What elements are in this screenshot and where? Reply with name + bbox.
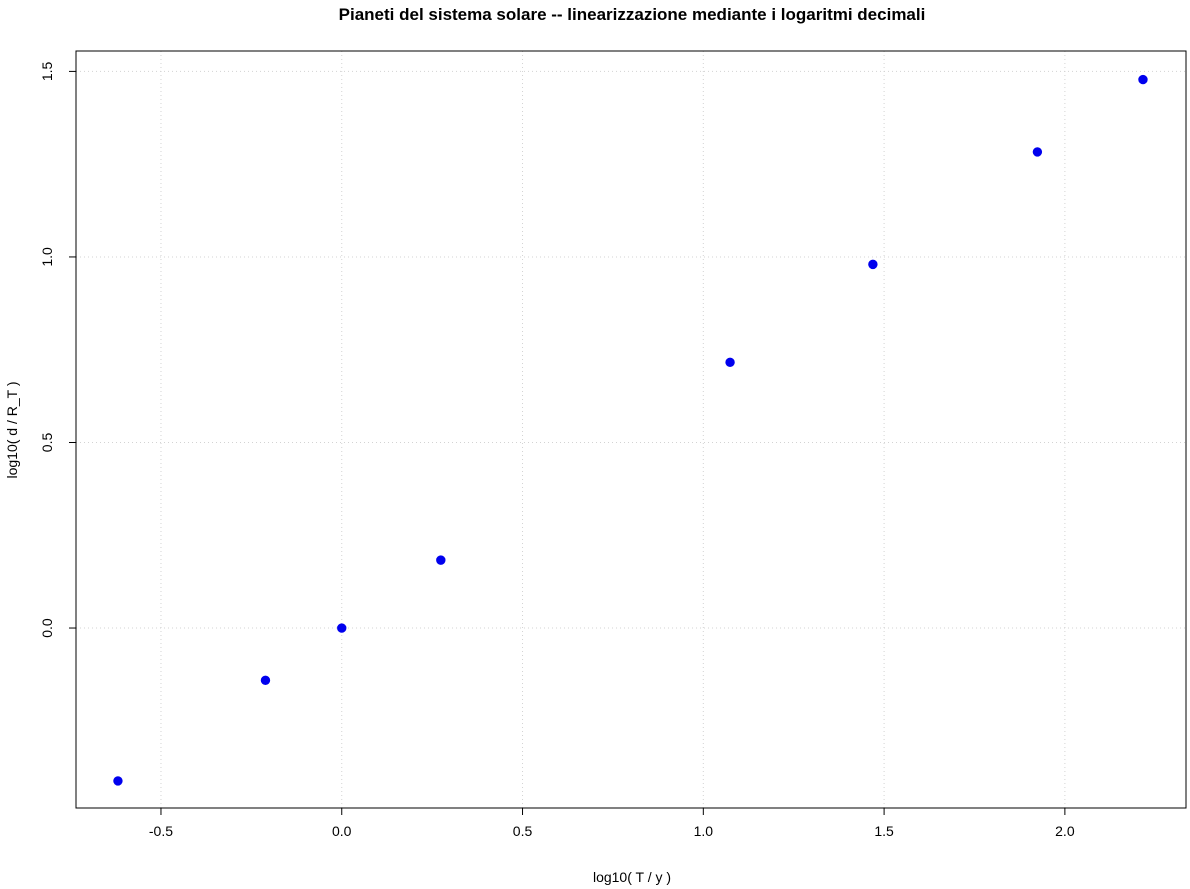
data-point: [1138, 74, 1148, 85]
plot-frame: [75, 50, 1187, 809]
y-tick-label: 0.5: [39, 433, 55, 453]
data-point: [868, 259, 878, 270]
data-point: [113, 776, 123, 786]
y-axis-label: log10( d / R_T ): [4, 381, 20, 478]
x-tick-label: 1.0: [694, 823, 714, 839]
data-point: [725, 357, 735, 368]
data-point: [436, 555, 446, 565]
grid-layer: [76, 51, 1186, 808]
x-axis-label: log10( T / y ): [593, 869, 671, 885]
x-tick-label: 2.0: [1055, 823, 1075, 839]
data-point: [337, 623, 347, 633]
y-axis: 0.0 0.5 1.0 1.5: [39, 61, 77, 638]
data-point: [260, 675, 271, 686]
chart-title: Pianeti del sistema solare -- linearizza…: [339, 5, 926, 24]
x-tick-label: -0.5: [149, 823, 173, 839]
x-tick-label: 0.0: [332, 823, 352, 839]
data-point: [1032, 147, 1043, 157]
x-tick-label: 0.5: [513, 823, 533, 839]
y-tick-label: 1.0: [39, 247, 55, 267]
y-tick-label: 1.5: [39, 61, 55, 81]
y-tick-label: 0.0: [39, 618, 55, 638]
points-layer: [113, 74, 1148, 786]
x-tick-label: 1.5: [874, 823, 894, 839]
x-axis: -0.5 0.0 0.5 1.0 1.5 2.0: [149, 807, 1075, 839]
